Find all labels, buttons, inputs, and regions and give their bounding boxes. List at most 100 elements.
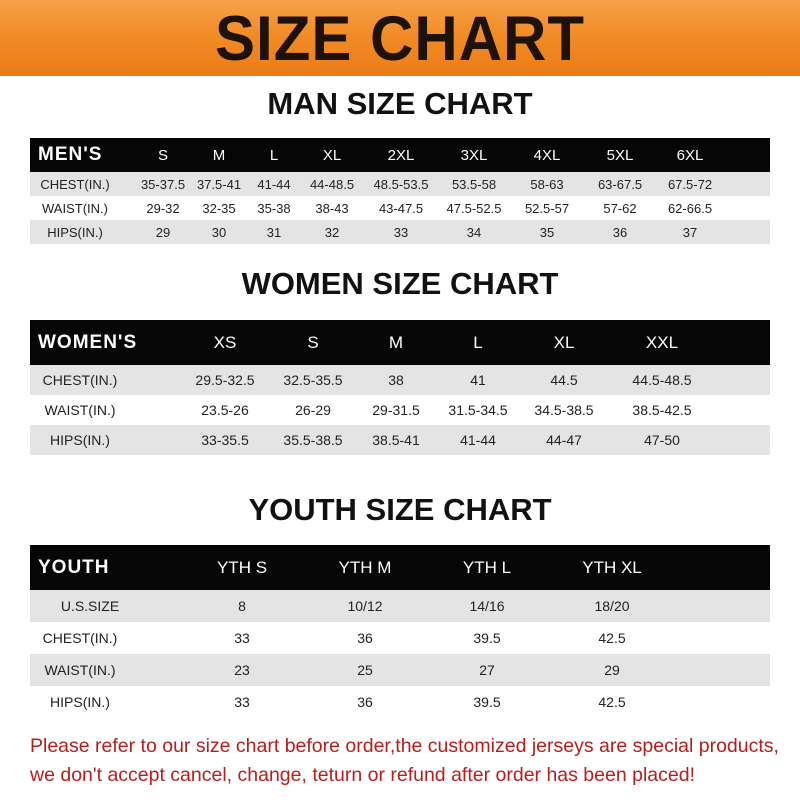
table-cell: 57-62: [603, 200, 637, 216]
table-row: CHEST(IN.) 29.5-32.5 32.5-35.5 38 41 44.5 44.5…: [30, 365, 770, 395]
table-cell: 29: [604, 662, 620, 678]
table-cell: 53.5-58: [451, 176, 497, 192]
table-cell: 47.5-52.5: [446, 200, 502, 216]
table-cell: 38.5-41: [372, 432, 420, 448]
size-header: M: [212, 146, 226, 164]
table-cell: 44.5-48.5: [632, 372, 692, 388]
table-cell: 38.5-42.5: [632, 402, 692, 418]
table-cell: 33: [234, 630, 250, 646]
table-cell: 39.5: [473, 694, 501, 710]
table-cell: 34: [466, 224, 482, 240]
size-header: YTH M: [338, 557, 392, 577]
size-header: YTH XL: [582, 557, 642, 577]
table-cell: 47-50: [644, 432, 680, 448]
men-section-title: MAN SIZE CHART: [267, 86, 533, 121]
size-header: XL: [322, 146, 342, 164]
table-cell: 36: [357, 694, 373, 710]
table-cell: 35-37.5: [140, 176, 186, 192]
size-header: M: [388, 332, 404, 352]
table-row: CHEST(IN.) 35-37.5 37.5-41 41-44 44-48.5 48.5…: [30, 172, 770, 196]
size-header: 4XL: [533, 146, 561, 164]
table-cell: 29.5-32.5: [195, 372, 255, 388]
table-cell: 10/12: [347, 598, 383, 614]
women-section-title: WOMEN SIZE CHART: [241, 266, 559, 301]
table-cell: 42.5: [598, 630, 626, 646]
row-label: CHEST(IN.): [40, 176, 110, 192]
table-row: HIPS(IN.) 29 30 31 32 33 34 35 36 37: [30, 220, 770, 244]
table-cell: 30: [211, 224, 227, 240]
table-header-label: MEN'S: [38, 144, 103, 165]
table-row: WAIST(IN.) 23 25 27 29: [30, 654, 770, 686]
size-header: 3XL: [460, 146, 488, 164]
size-header: 5XL: [606, 146, 634, 164]
table-cell: 23.5-26: [201, 402, 249, 418]
table-header: MEN'S S M L XL 2XL 3XL 4XL 5XL 6XL: [30, 138, 770, 172]
size-header: 2XL: [387, 146, 415, 164]
row-label: HIPS(IN.): [50, 432, 110, 448]
size-header: XS: [213, 332, 237, 352]
table-cell: 27: [479, 662, 495, 678]
table-cell: 26-29: [295, 402, 331, 418]
row-label: HIPS(IN.): [47, 224, 103, 240]
table-cell: 38-43: [315, 200, 349, 216]
table-cell: 62-66.5: [667, 200, 713, 216]
row-label: U.S.SIZE: [60, 598, 120, 614]
row-label: HIPS(IN.): [50, 694, 110, 710]
table-row: WAIST(IN.) 29-32 32-35 35-38 38-43 43-47.5 47.…: [30, 196, 770, 220]
table-cell: 31: [266, 224, 282, 240]
table-cell: 34.5-38.5: [534, 402, 594, 418]
table-cell: 38: [388, 372, 404, 388]
size-header: YTH L: [462, 557, 512, 577]
size-header: XL: [553, 332, 575, 352]
table-cell: 67.5-72: [667, 176, 713, 192]
table-cell: 36: [612, 224, 628, 240]
size-header: L: [473, 332, 483, 352]
table-cell: 44-48.5: [309, 176, 355, 192]
table-cell: 35-38: [257, 200, 291, 216]
table-cell: 33-35.5: [201, 432, 249, 448]
table-cell: 29-32: [146, 200, 180, 216]
page-title: SIZE CHART: [215, 2, 585, 74]
table-cell: 63-67.5: [597, 176, 643, 192]
table-row: HIPS(IN.) 33-35.5 35.5-38.5 38.5-41 41-44 44-…: [30, 425, 770, 455]
size-header: S: [307, 332, 319, 352]
table-cell: 32-35: [202, 200, 236, 216]
table-cell: 48.5-53.5: [373, 176, 429, 192]
table-cell: 44-47: [546, 432, 582, 448]
size-header: L: [269, 146, 279, 164]
table-cell: 32: [324, 224, 340, 240]
row-label: WAIST(IN.): [44, 402, 116, 418]
table-cell: 35.5-38.5: [283, 432, 343, 448]
table-cell: 41-44: [460, 432, 496, 448]
row-label: WAIST(IN.): [44, 662, 116, 678]
table-cell: 18/20: [594, 598, 630, 614]
title-banner: SIZE CHART: [0, 0, 800, 76]
table-cell: 29-31.5: [372, 402, 420, 418]
table-cell: 32.5-35.5: [283, 372, 343, 388]
table-cell: 43-47.5: [378, 200, 424, 216]
table-row: CHEST(IN.) 33 36 39.5 42.5: [30, 622, 770, 654]
youth-section-title: YOUTH SIZE CHART: [248, 492, 552, 527]
row-label: CHEST(IN.): [42, 630, 118, 646]
table-cell: 39.5: [473, 630, 501, 646]
size-header: S: [157, 146, 169, 164]
size-header: 6XL: [676, 146, 704, 164]
notice-line-1: Please refer to our size chart before or…: [30, 735, 779, 757]
table-cell: 25: [357, 662, 373, 678]
table-header-label: YOUTH: [38, 556, 110, 578]
size-header: YTH S: [216, 557, 268, 577]
table-cell: 29: [155, 224, 171, 240]
row-label: WAIST(IN.): [42, 200, 108, 216]
table-header-label: WOMEN'S: [38, 331, 138, 353]
table-header: WOMEN'S XS S M L XL XXL: [30, 320, 770, 365]
table-cell: 44.5: [550, 372, 578, 388]
notice-line-2: we don't accept cancel, change, teturn o…: [30, 764, 695, 786]
table-row: HIPS(IN.) 33 36 39.5 42.5: [30, 686, 770, 718]
table-cell: 35: [539, 224, 555, 240]
table-cell: 31.5-34.5: [448, 402, 508, 418]
table-cell: 36: [357, 630, 373, 646]
table-cell: 41-44: [257, 176, 291, 192]
table-cell: 23: [234, 662, 250, 678]
table-row: U.S.SIZE 8 10/12 14/16 18/20: [30, 590, 770, 622]
table-cell: 41: [470, 372, 486, 388]
